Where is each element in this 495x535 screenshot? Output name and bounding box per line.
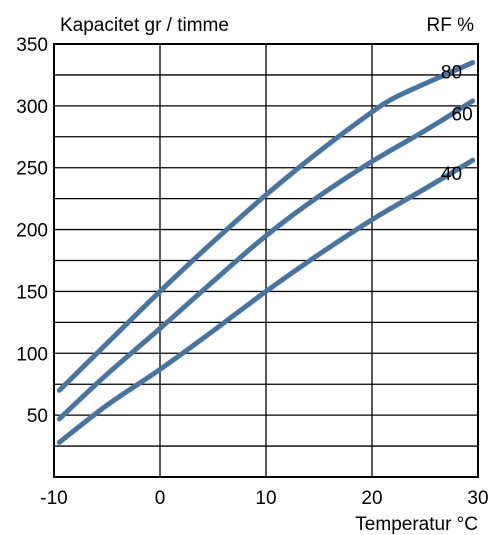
x-tick-label: 0: [155, 488, 166, 509]
y-axis-title: Kapacitet gr / timme: [60, 15, 229, 36]
series-line-rf-40: [56, 157, 476, 445]
y-tick-label: 150: [16, 282, 48, 303]
series-line-rf-80: [56, 60, 476, 393]
y-tick-label: 250: [16, 159, 48, 180]
x-axis-title: Temperatur °C: [355, 514, 478, 535]
grid: [53, 44, 479, 477]
y-tick-label: 100: [16, 344, 48, 365]
x-tick-label: 20: [361, 488, 382, 509]
series-line-rf-60: [56, 98, 476, 422]
y-tick-label: 300: [16, 97, 48, 118]
series-labels: 80 60 40: [441, 63, 473, 185]
series-lines: [56, 60, 476, 445]
series-label-rf-80: 80: [441, 63, 462, 84]
legend-title: RF %: [427, 15, 475, 36]
y-tick-label: 200: [16, 221, 48, 242]
x-tick-label: 10: [255, 488, 276, 509]
x-tick-label: 30: [467, 488, 488, 509]
series-label-rf-60: 60: [452, 105, 473, 126]
x-tick-label: -10: [40, 488, 67, 509]
y-tick-label: 50: [27, 406, 48, 427]
tick-labels: -10 0 10 20 30 50 100 150 200 250 300 350: [16, 35, 488, 509]
plot-frame: [53, 43, 479, 478]
y-tick-label: 350: [16, 35, 48, 56]
series-label-rf-40: 40: [441, 164, 462, 185]
